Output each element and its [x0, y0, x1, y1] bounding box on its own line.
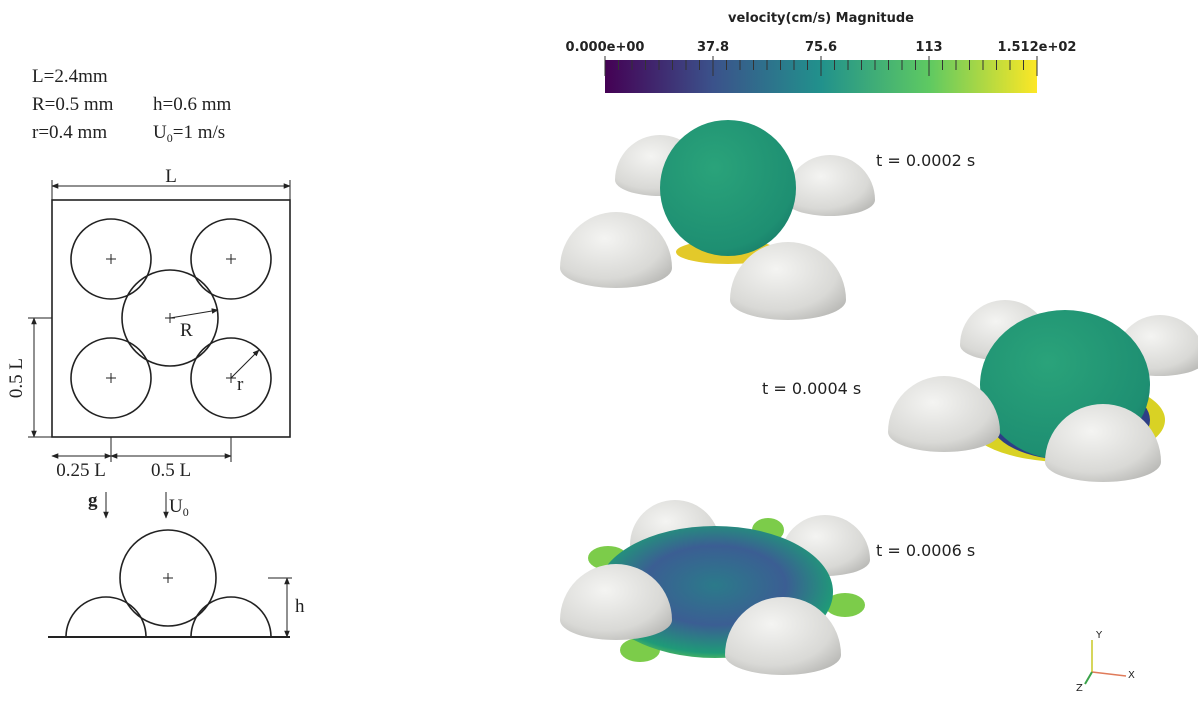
- renders: t = 0.0002 s t = 0.0004 s t = 0.0006 s Y…: [560, 120, 1198, 694]
- dim-label: 0.25 L: [56, 460, 106, 481]
- tick-label: 37.8: [697, 40, 729, 55]
- time-label: t = 0.0002 s: [876, 151, 975, 170]
- dim-label: 0.5 L: [151, 460, 191, 481]
- rest: =1 m/s: [173, 122, 225, 143]
- param: U0=1 m/s: [153, 122, 225, 145]
- param: r=0.4 mm: [32, 122, 107, 143]
- colorbar-title: velocity(cm/s) Magnitude: [728, 11, 914, 26]
- param: h=0.6 mm: [153, 94, 231, 115]
- parameters: L=2.4mm R=0.5 mm h=0.6 mm r=0.4 mm U0=1 …: [32, 66, 231, 145]
- tick-label: 75.6: [805, 40, 837, 55]
- gravity: g: [88, 490, 98, 511]
- top-view: L R r 0.5 L 0.25 L 0.5 L: [6, 166, 290, 481]
- axis-label: Y: [1095, 630, 1103, 641]
- tick-label: 0.000e+00: [566, 40, 645, 55]
- tick-label: 113: [915, 40, 942, 55]
- velocity: U0: [169, 496, 189, 519]
- dim-label: 0.5 L: [6, 358, 27, 398]
- dim-label: h: [295, 596, 305, 617]
- time-label: t = 0.0004 s: [762, 379, 861, 398]
- subscript: 0: [183, 505, 189, 519]
- dim-label: r: [237, 374, 244, 395]
- axis-label: Z: [1076, 683, 1083, 694]
- tick-label: 1.512e+02: [998, 40, 1077, 55]
- param: R=0.5 mm: [32, 94, 114, 115]
- param: L=2.4mm: [32, 66, 108, 87]
- figure: L=2.4mm R=0.5 mm h=0.6 mm r=0.4 mm U0=1 …: [0, 0, 1198, 707]
- colorbar: velocity(cm/s) Magnitude 0.000e+00 37.8 75…: [566, 11, 1077, 93]
- dim-label: R: [180, 320, 193, 341]
- symbol: U: [153, 122, 167, 143]
- symbol: U: [169, 496, 183, 517]
- time-label: t = 0.0006 s: [876, 541, 975, 560]
- dim-label: L: [165, 166, 177, 187]
- axis-label: X: [1128, 670, 1135, 681]
- side-view: g U0 h: [48, 490, 305, 637]
